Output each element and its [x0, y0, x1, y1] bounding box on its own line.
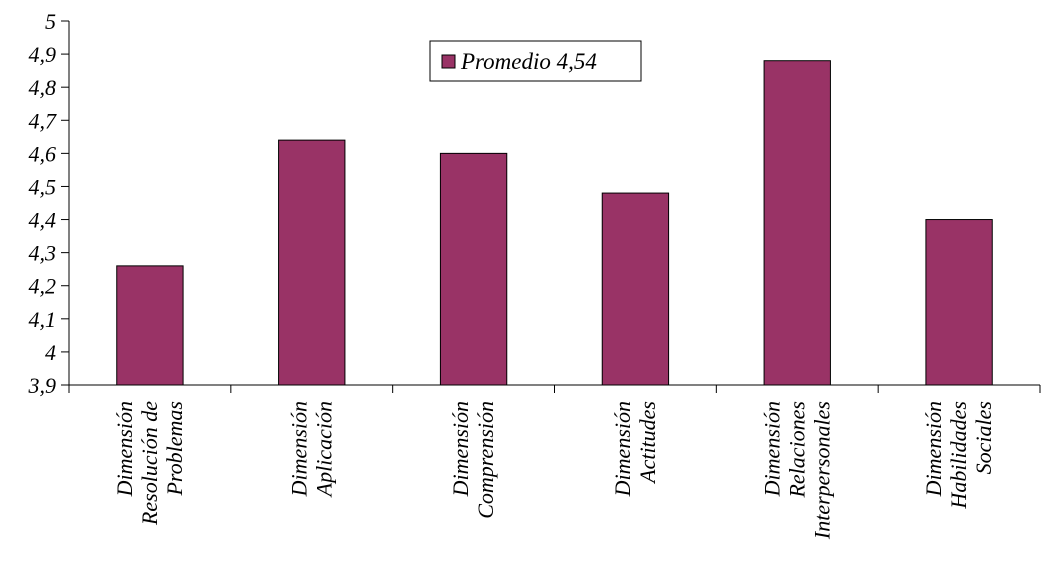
y-tick-label: 4,4 [29, 208, 57, 233]
y-tick-label: 4,1 [29, 307, 57, 332]
x-category-label-line: Resolución de [137, 401, 162, 526]
x-category-label-line: Dimensión [448, 401, 473, 497]
x-axis [68, 384, 1041, 393]
y-tick-label: 4,3 [29, 241, 57, 266]
x-category-label: DimensiónHabilidadesSociales [921, 401, 996, 510]
legend-label: Promedio 4,54 [460, 49, 597, 74]
x-axis-labels: DimensiónResolución deProblemas Dimensión… [112, 401, 996, 540]
x-category-label: DimensiónAplicación [286, 401, 336, 498]
x-category-label-line: Dimensión [112, 401, 137, 497]
y-tick-label: 4,5 [29, 174, 57, 199]
x-category-label-line: Dimensión [286, 401, 311, 497]
y-tick-label: 5 [45, 9, 56, 34]
y-tick-label: 4 [45, 340, 56, 365]
x-category-label-line: Sociales [971, 401, 996, 474]
y-axis: 3,9 4 4,1 4,2 4,3 4,4 4,5 4,6 4,7 4,8 4,9 5 [28, 9, 70, 398]
x-category-label-line: Dimensión [759, 401, 784, 497]
x-category-label: DimensiónActitudes [610, 401, 660, 497]
x-category-label-line: Actitudes [635, 401, 660, 485]
bar [278, 139, 346, 386]
y-tick-label: 4,8 [29, 75, 57, 100]
x-category-label-line: Dimensión [610, 401, 635, 497]
y-tick-label: 4,7 [29, 108, 58, 133]
y-tick-label: 4,9 [29, 42, 57, 67]
legend-box [429, 40, 642, 82]
x-category-label-line: Dimensión [921, 401, 946, 497]
y-tick-label: 4,2 [29, 274, 57, 299]
x-category-label-line: Habilidades [946, 401, 971, 510]
x-category-label-line: Comprensión [473, 401, 498, 519]
bar [116, 265, 184, 386]
legend: Promedio 4,54 [429, 40, 642, 82]
bar [601, 192, 670, 386]
x-category-label-line: Interpersonales [809, 401, 834, 540]
x-category-label: DimensiónComprensión [448, 401, 498, 519]
x-category-label-line: Problemas [162, 401, 187, 497]
bar [439, 152, 508, 386]
bar [925, 219, 993, 386]
bar [763, 60, 831, 386]
y-tick-label: 4,6 [29, 141, 57, 166]
x-category-label-line: Relaciones [784, 401, 809, 499]
bar-series [116, 60, 993, 386]
y-tick-label: 3,9 [28, 373, 57, 398]
x-category-label-line: Aplicación [311, 401, 336, 498]
x-category-label: DimensiónResolución deProblemas [112, 401, 187, 526]
x-category-label: DimensiónRelacionesInterpersonales [759, 401, 834, 540]
legend-swatch [441, 54, 456, 69]
